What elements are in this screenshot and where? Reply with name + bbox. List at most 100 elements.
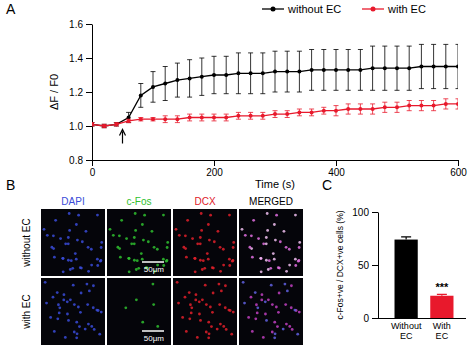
tick-label: 1.6 [69,19,83,30]
cell [228,258,231,261]
cell [52,234,55,237]
marker [456,65,458,69]
cell [199,259,202,262]
cell [284,303,287,306]
cell [188,291,191,294]
panel-label: A [6,1,16,17]
cell [186,219,189,222]
marker [151,85,155,89]
cell [62,270,65,273]
cell [242,281,245,284]
cell [251,256,254,259]
y-axis-line [378,213,379,319]
tick-mark [86,126,92,127]
error-bar [102,124,107,127]
cell [80,292,83,295]
error-bar [419,101,424,111]
cell [68,229,71,232]
cell [205,303,208,306]
cell [73,331,76,334]
plot-area [92,44,458,128]
cell [151,230,154,233]
marker [188,116,192,120]
cell [208,239,211,242]
cell [250,296,253,299]
cell [271,303,274,306]
cell [260,270,263,273]
micrograph [107,278,171,345]
marker [224,73,228,77]
cell [265,319,268,322]
cell [293,309,296,312]
image-background [41,209,105,276]
x-axis-line [378,318,466,319]
cell [282,328,285,331]
error-bar [114,123,119,126]
cell [43,228,46,231]
tick-mark [372,318,378,319]
bar [430,296,453,318]
cell [222,264,225,267]
cell [290,284,293,287]
column-label: MERGED [249,196,293,207]
cell [265,242,268,245]
cell [288,264,291,267]
marker [432,65,436,69]
cell [68,212,71,215]
cell [134,212,137,215]
tick-label: 0 [363,313,369,324]
cell [254,291,257,294]
scale-bar [142,330,164,332]
cell [213,240,216,243]
cell [257,237,260,240]
image-background [107,209,171,276]
cell [85,230,88,233]
tick: 0 [363,313,378,324]
error-bar [334,50,339,91]
image-background [41,278,105,345]
marker [407,66,411,70]
cell [288,248,291,251]
cell [232,259,235,262]
cell [217,230,220,233]
tick-label: 1.4 [69,53,83,64]
tick-mark [86,58,92,59]
marker [407,104,411,108]
cell [205,331,208,334]
cell [232,311,235,314]
cell [294,258,297,261]
cell [49,316,52,319]
cell [224,284,227,287]
cell [232,241,235,244]
cell [204,284,207,287]
cell [93,328,96,331]
row-label: with EC [21,294,32,329]
marker [310,68,314,72]
cell [264,300,267,303]
cell [200,229,203,232]
cell [199,242,202,245]
cell [56,291,59,294]
tick-label: 1.0 [69,121,83,132]
error-bar [321,50,326,91]
marker [92,122,94,126]
legend-marker [271,7,276,12]
cell [58,312,61,315]
cell [63,293,66,296]
error-bar [212,56,217,93]
y-axis-title: c-Fos+ve / DCX+ve cells (%) [335,210,345,319]
cell [118,234,121,237]
cell [207,258,210,261]
y-axis: 050100 [352,207,378,324]
marker [224,116,228,120]
error-bar [321,107,326,114]
cell [194,257,197,260]
row-label: without EC [21,218,32,267]
cell [190,306,193,309]
marker [285,70,289,74]
cell [119,256,122,259]
cell [96,258,99,261]
cell [116,246,119,249]
cell [162,214,165,217]
cell [95,309,98,312]
